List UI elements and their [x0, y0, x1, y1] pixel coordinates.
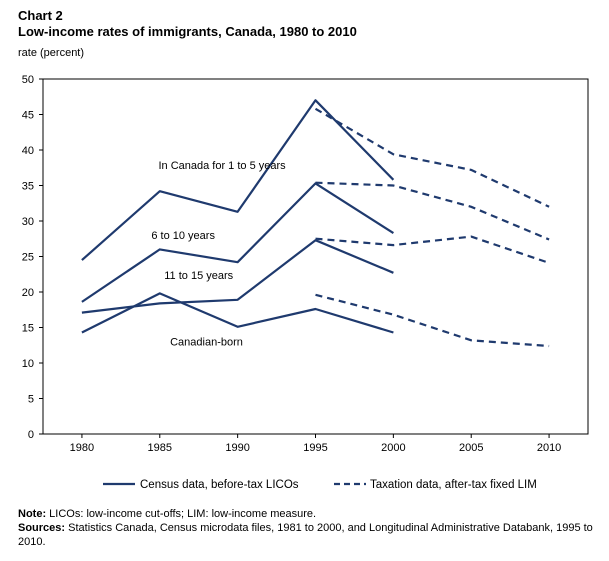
series-label-11-to-15-years: 11 to 15 years	[164, 270, 233, 282]
y-tick-label: 35	[22, 181, 34, 193]
series-line-11-to-15-years-taxation	[315, 235, 550, 264]
sources-line: Sources: Statistics Canada, Census micro…	[18, 521, 598, 549]
x-tick-label: 2010	[537, 442, 561, 454]
y-tick-label: 10	[22, 358, 34, 370]
chart-legend: Census data, before-tax LICOs Taxation d…	[103, 479, 537, 491]
series-line-11-to-15-years-census	[81, 239, 394, 314]
legend-census-label: Census data, before-tax LICOs	[140, 479, 299, 491]
x-tick-label: 2000	[381, 442, 405, 454]
chart-series-lines	[81, 99, 550, 348]
x-tick-label: 2005	[459, 442, 483, 454]
sources-label: Sources:	[18, 522, 66, 534]
y-tick-label: 30	[22, 216, 34, 228]
series-line-in-canada-for-1-to-5-years-census	[81, 99, 395, 261]
y-tick-label: 20	[22, 287, 34, 299]
y-tick-label: 45	[22, 110, 34, 122]
chart-axes: 0 5 10 15 20 25 30 35 40 45 50 1980 1985 1990 1995 2000…	[22, 74, 589, 454]
series-line-6-to-10-years-census	[81, 182, 394, 303]
note-label: Note:	[18, 508, 47, 520]
x-tick-label: 1990	[225, 442, 249, 454]
chart-label: Chart 2	[18, 8, 63, 23]
chart-series-labels: In Canada for 1 to 5 years 6 to 10 years 1…	[151, 160, 286, 348]
x-tick-label: 1995	[303, 442, 327, 454]
y-tick-label: 5	[28, 394, 34, 406]
legend-taxation-label: Taxation data, after-tax fixed LIM	[370, 479, 537, 491]
series-line-canadian-born-census	[81, 292, 394, 334]
plot-frame	[42, 78, 589, 435]
note-line: Note: LICOs: low-income cut-offs; LIM: l…	[18, 507, 598, 521]
sources-text: Statistics Canada, Census microdata file…	[18, 522, 593, 548]
y-tick-label: 40	[22, 145, 34, 157]
y-tick-label: 50	[22, 74, 34, 86]
y-axis-unit-label: rate (percent)	[18, 47, 85, 59]
y-tick-label: 15	[22, 323, 34, 335]
x-tick-label: 1985	[148, 442, 172, 454]
series-label-6-to-10-years: 6 to 10 years	[151, 230, 215, 242]
series-label-canadian-born: Canadian-born	[170, 336, 243, 348]
y-tick-label: 25	[22, 252, 34, 264]
series-line-6-to-10-years-taxation	[315, 181, 550, 241]
x-tick-label: 1980	[70, 442, 94, 454]
series-line-in-canada-for-1-to-5-years-taxation	[314, 107, 550, 208]
chart-title: Low-income rates of immigrants, Canada, …	[18, 24, 357, 39]
chart-notes: Note: LICOs: low-income cut-offs; LIM: l…	[18, 507, 598, 549]
y-tick-label: 0	[28, 429, 34, 441]
series-label-in-canada-for-1-to-5-years: In Canada for 1 to 5 years	[158, 160, 286, 172]
series-line-canadian-born-taxation	[315, 293, 550, 348]
note-text: LICOs: low-income cut-offs; LIM: low-inc…	[49, 508, 317, 520]
